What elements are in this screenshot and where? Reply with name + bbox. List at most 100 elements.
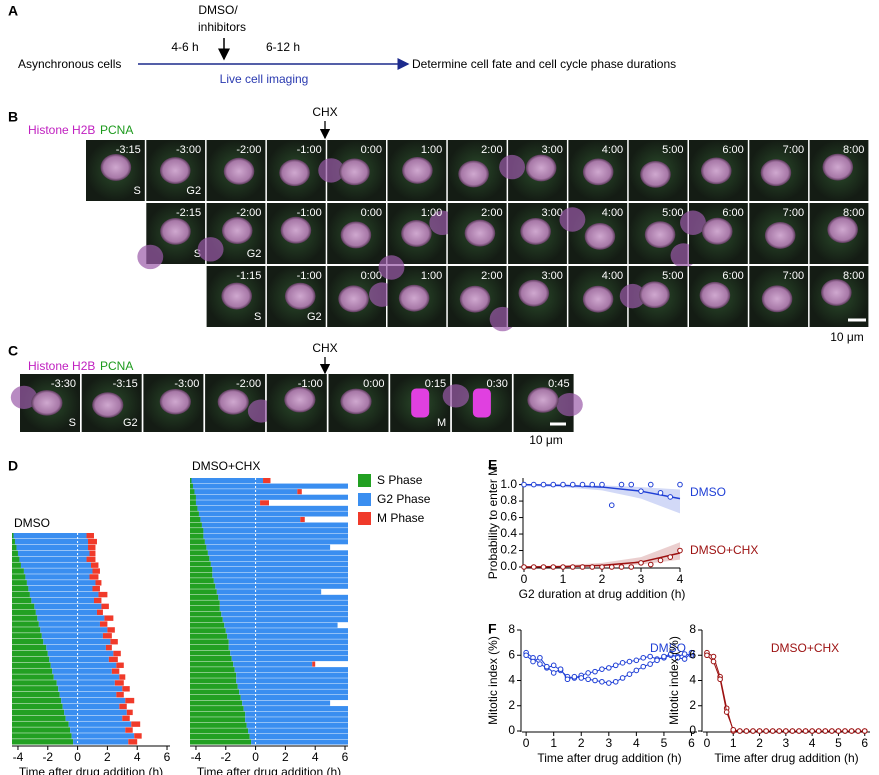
data-point bbox=[537, 654, 543, 661]
phase-segment bbox=[12, 568, 24, 574]
phase-segment bbox=[96, 609, 103, 615]
phase-segment bbox=[119, 703, 127, 710]
phase-segment bbox=[70, 727, 126, 733]
y-tick-label: 0.0 bbox=[500, 559, 517, 573]
time-label: 8:00 bbox=[843, 144, 864, 156]
phase-segment bbox=[190, 728, 249, 734]
legend-label: G2 Phase bbox=[377, 492, 431, 506]
time-label: 4:00 bbox=[602, 207, 623, 219]
phase-segment bbox=[12, 644, 47, 651]
phase-segment bbox=[231, 656, 348, 662]
nucleus bbox=[338, 285, 369, 313]
panel-label: E bbox=[488, 457, 497, 473]
phase-segment bbox=[190, 672, 237, 678]
nucleus bbox=[764, 221, 796, 249]
data-point bbox=[599, 678, 605, 685]
phase-segment bbox=[236, 678, 348, 684]
phase-segment bbox=[122, 686, 130, 692]
x-tick-label: 2 bbox=[756, 736, 763, 750]
x-tick-label: 0 bbox=[252, 750, 259, 764]
phase-segment bbox=[58, 686, 123, 692]
phase-segment bbox=[190, 661, 234, 667]
phase-segment bbox=[101, 603, 109, 610]
data-point bbox=[592, 668, 598, 675]
nucleus bbox=[92, 392, 124, 418]
phase-segment bbox=[195, 494, 348, 500]
x-tick-label: 2 bbox=[578, 736, 585, 750]
phase-segment bbox=[190, 706, 244, 712]
neighbor-cell bbox=[619, 283, 646, 309]
phase-segment bbox=[12, 656, 50, 663]
phase-segment bbox=[219, 600, 348, 606]
time-label: -1:15 bbox=[236, 270, 261, 282]
x-tick-label: 6 bbox=[164, 750, 171, 764]
time-label: 0:00 bbox=[361, 207, 382, 219]
x-tick-label: 5 bbox=[661, 736, 668, 750]
time-label: 0:00 bbox=[361, 144, 382, 156]
phase-segment bbox=[190, 605, 220, 612]
phase-label: G2 bbox=[247, 248, 262, 260]
data-point bbox=[537, 661, 543, 667]
time-label: 7:00 bbox=[783, 144, 804, 156]
data-point bbox=[599, 564, 605, 570]
nucleus bbox=[339, 158, 370, 186]
phase-segment bbox=[119, 674, 126, 680]
nucleus bbox=[402, 156, 433, 184]
phase-segment bbox=[89, 550, 96, 557]
phase-segment bbox=[190, 533, 204, 539]
phase-segment bbox=[65, 715, 123, 721]
time-label: 2:00 bbox=[481, 270, 502, 282]
legend-pcna: PCNA bbox=[100, 123, 133, 137]
nucleus bbox=[284, 282, 316, 310]
time-label: -3:00 bbox=[174, 378, 199, 390]
phase-segment bbox=[61, 697, 126, 704]
y-tick-label: 2 bbox=[508, 698, 515, 712]
phase-segment bbox=[251, 739, 348, 745]
x-tick-label: 4 bbox=[134, 750, 141, 764]
x-tick-label: 5 bbox=[835, 736, 842, 750]
phase-segment bbox=[12, 703, 63, 710]
phase-segment bbox=[206, 544, 331, 550]
phase-segment bbox=[243, 706, 348, 712]
y-tick-label: 4 bbox=[689, 673, 696, 687]
nucleus bbox=[821, 279, 852, 306]
data-point bbox=[737, 728, 743, 734]
data-point bbox=[802, 728, 809, 734]
nucleus bbox=[459, 285, 491, 313]
x-tick-label: -4 bbox=[191, 750, 202, 764]
x-tick-label: 6 bbox=[342, 750, 349, 764]
phase-segment bbox=[190, 528, 204, 534]
legend-pcna: PCNA bbox=[100, 359, 133, 373]
phase-segment bbox=[201, 522, 348, 528]
time-label: 4:00 bbox=[602, 144, 623, 156]
phase-segment bbox=[239, 689, 348, 695]
phase-segment bbox=[218, 594, 348, 600]
data-point bbox=[523, 652, 529, 659]
phase-segment bbox=[190, 600, 220, 606]
phase-segment bbox=[198, 511, 348, 517]
panel-label: C bbox=[8, 343, 18, 359]
phase-segment bbox=[190, 505, 198, 511]
data-point bbox=[763, 728, 769, 734]
time-label: -1:00 bbox=[298, 378, 323, 390]
phase-segment bbox=[212, 567, 348, 573]
phase-segment bbox=[228, 639, 348, 645]
confidence-band bbox=[524, 484, 680, 514]
nucleus bbox=[827, 216, 858, 243]
time-label: -2:15 bbox=[176, 207, 201, 219]
data-point bbox=[667, 554, 674, 560]
time-label: -2:00 bbox=[236, 144, 261, 156]
legend-swatch bbox=[358, 474, 371, 487]
phase-segment bbox=[190, 689, 240, 695]
x-axis-label: Time after drug addition (h) bbox=[19, 765, 163, 775]
phase-segment bbox=[12, 603, 35, 610]
phase-segment bbox=[300, 516, 305, 523]
phase-segment bbox=[12, 680, 57, 686]
data-point bbox=[626, 671, 633, 677]
confidence-band bbox=[524, 542, 680, 567]
phase-segment bbox=[89, 574, 99, 580]
phase-label: M bbox=[437, 417, 446, 429]
phase-segment bbox=[88, 544, 96, 551]
x-tick-label: 3 bbox=[605, 736, 612, 750]
phase-segment bbox=[14, 538, 89, 545]
